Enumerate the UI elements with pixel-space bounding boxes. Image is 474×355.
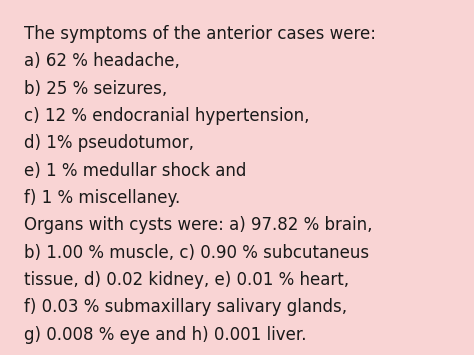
Text: c) 12 % endocranial hypertension,: c) 12 % endocranial hypertension, bbox=[24, 107, 309, 125]
Text: a) 62 % headache,: a) 62 % headache, bbox=[24, 52, 180, 70]
Text: d) 1% pseudotumor,: d) 1% pseudotumor, bbox=[24, 134, 194, 152]
Text: b) 25 % seizures,: b) 25 % seizures, bbox=[24, 80, 167, 98]
Text: f) 1 % miscellaney.: f) 1 % miscellaney. bbox=[24, 189, 180, 207]
Text: g) 0.008 % eye and h) 0.001 liver.: g) 0.008 % eye and h) 0.001 liver. bbox=[24, 326, 306, 344]
Text: tissue, d) 0.02 kidney, e) 0.01 % heart,: tissue, d) 0.02 kidney, e) 0.01 % heart, bbox=[24, 271, 349, 289]
Text: e) 1 % medullar shock and: e) 1 % medullar shock and bbox=[24, 162, 246, 180]
Text: Organs with cysts were: a) 97.82 % brain,: Organs with cysts were: a) 97.82 % brain… bbox=[24, 216, 372, 234]
Text: b) 1.00 % muscle, c) 0.90 % subcutaneus: b) 1.00 % muscle, c) 0.90 % subcutaneus bbox=[24, 244, 369, 262]
Text: f) 0.03 % submaxillary salivary glands,: f) 0.03 % submaxillary salivary glands, bbox=[24, 298, 347, 316]
Text: The symptoms of the anterior cases were:: The symptoms of the anterior cases were: bbox=[24, 25, 376, 43]
